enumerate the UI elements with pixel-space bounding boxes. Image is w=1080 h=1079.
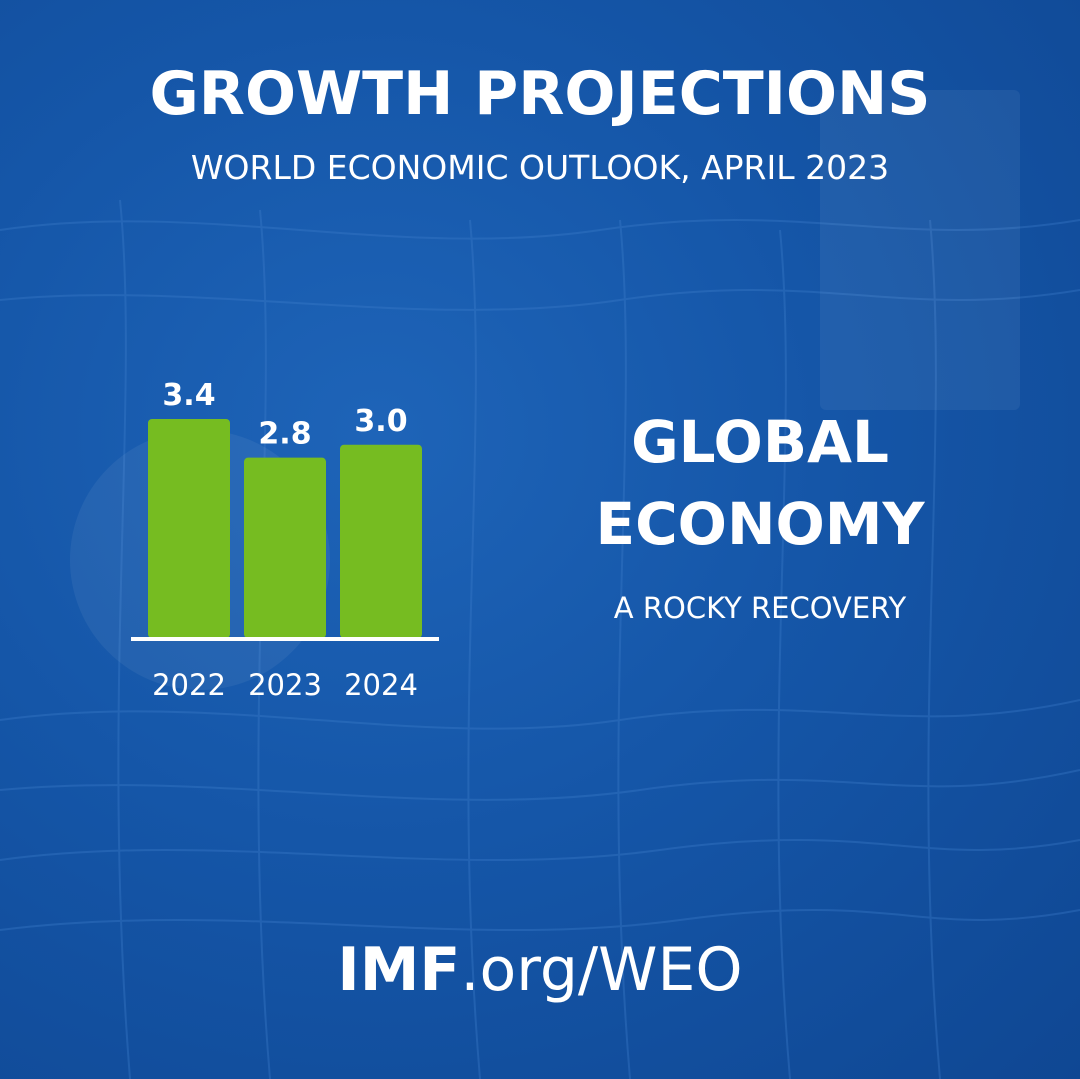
data-label-2023: 2.8 <box>258 417 311 452</box>
headline-line-2: ECONOMY <box>595 490 925 558</box>
website-brand: IMF <box>337 935 461 1005</box>
headline-line-1: GLOBAL <box>631 408 889 476</box>
website-link[interactable]: IMF.org/WEO <box>0 930 1080 1010</box>
data-label-2024: 3.0 <box>354 404 407 439</box>
bar-2022 <box>148 419 230 638</box>
tagline: A ROCKY RECOVERY <box>613 591 907 625</box>
data-label-2022: 3.4 <box>162 378 215 413</box>
x-tick-label-2022: 2022 <box>152 668 226 702</box>
chart-subtitle: WORLD ECONOMIC OUTLOOK, APRIL 2023 <box>190 148 890 187</box>
bar-2024 <box>340 444 422 638</box>
x-tick-label-2023: 2023 <box>248 668 322 702</box>
chart-title: GROWTH PROJECTIONS <box>149 59 931 129</box>
x-tick-label-2024: 2024 <box>344 668 418 702</box>
website-path: .org/WEO <box>460 935 743 1005</box>
bar-2023 <box>244 457 326 638</box>
